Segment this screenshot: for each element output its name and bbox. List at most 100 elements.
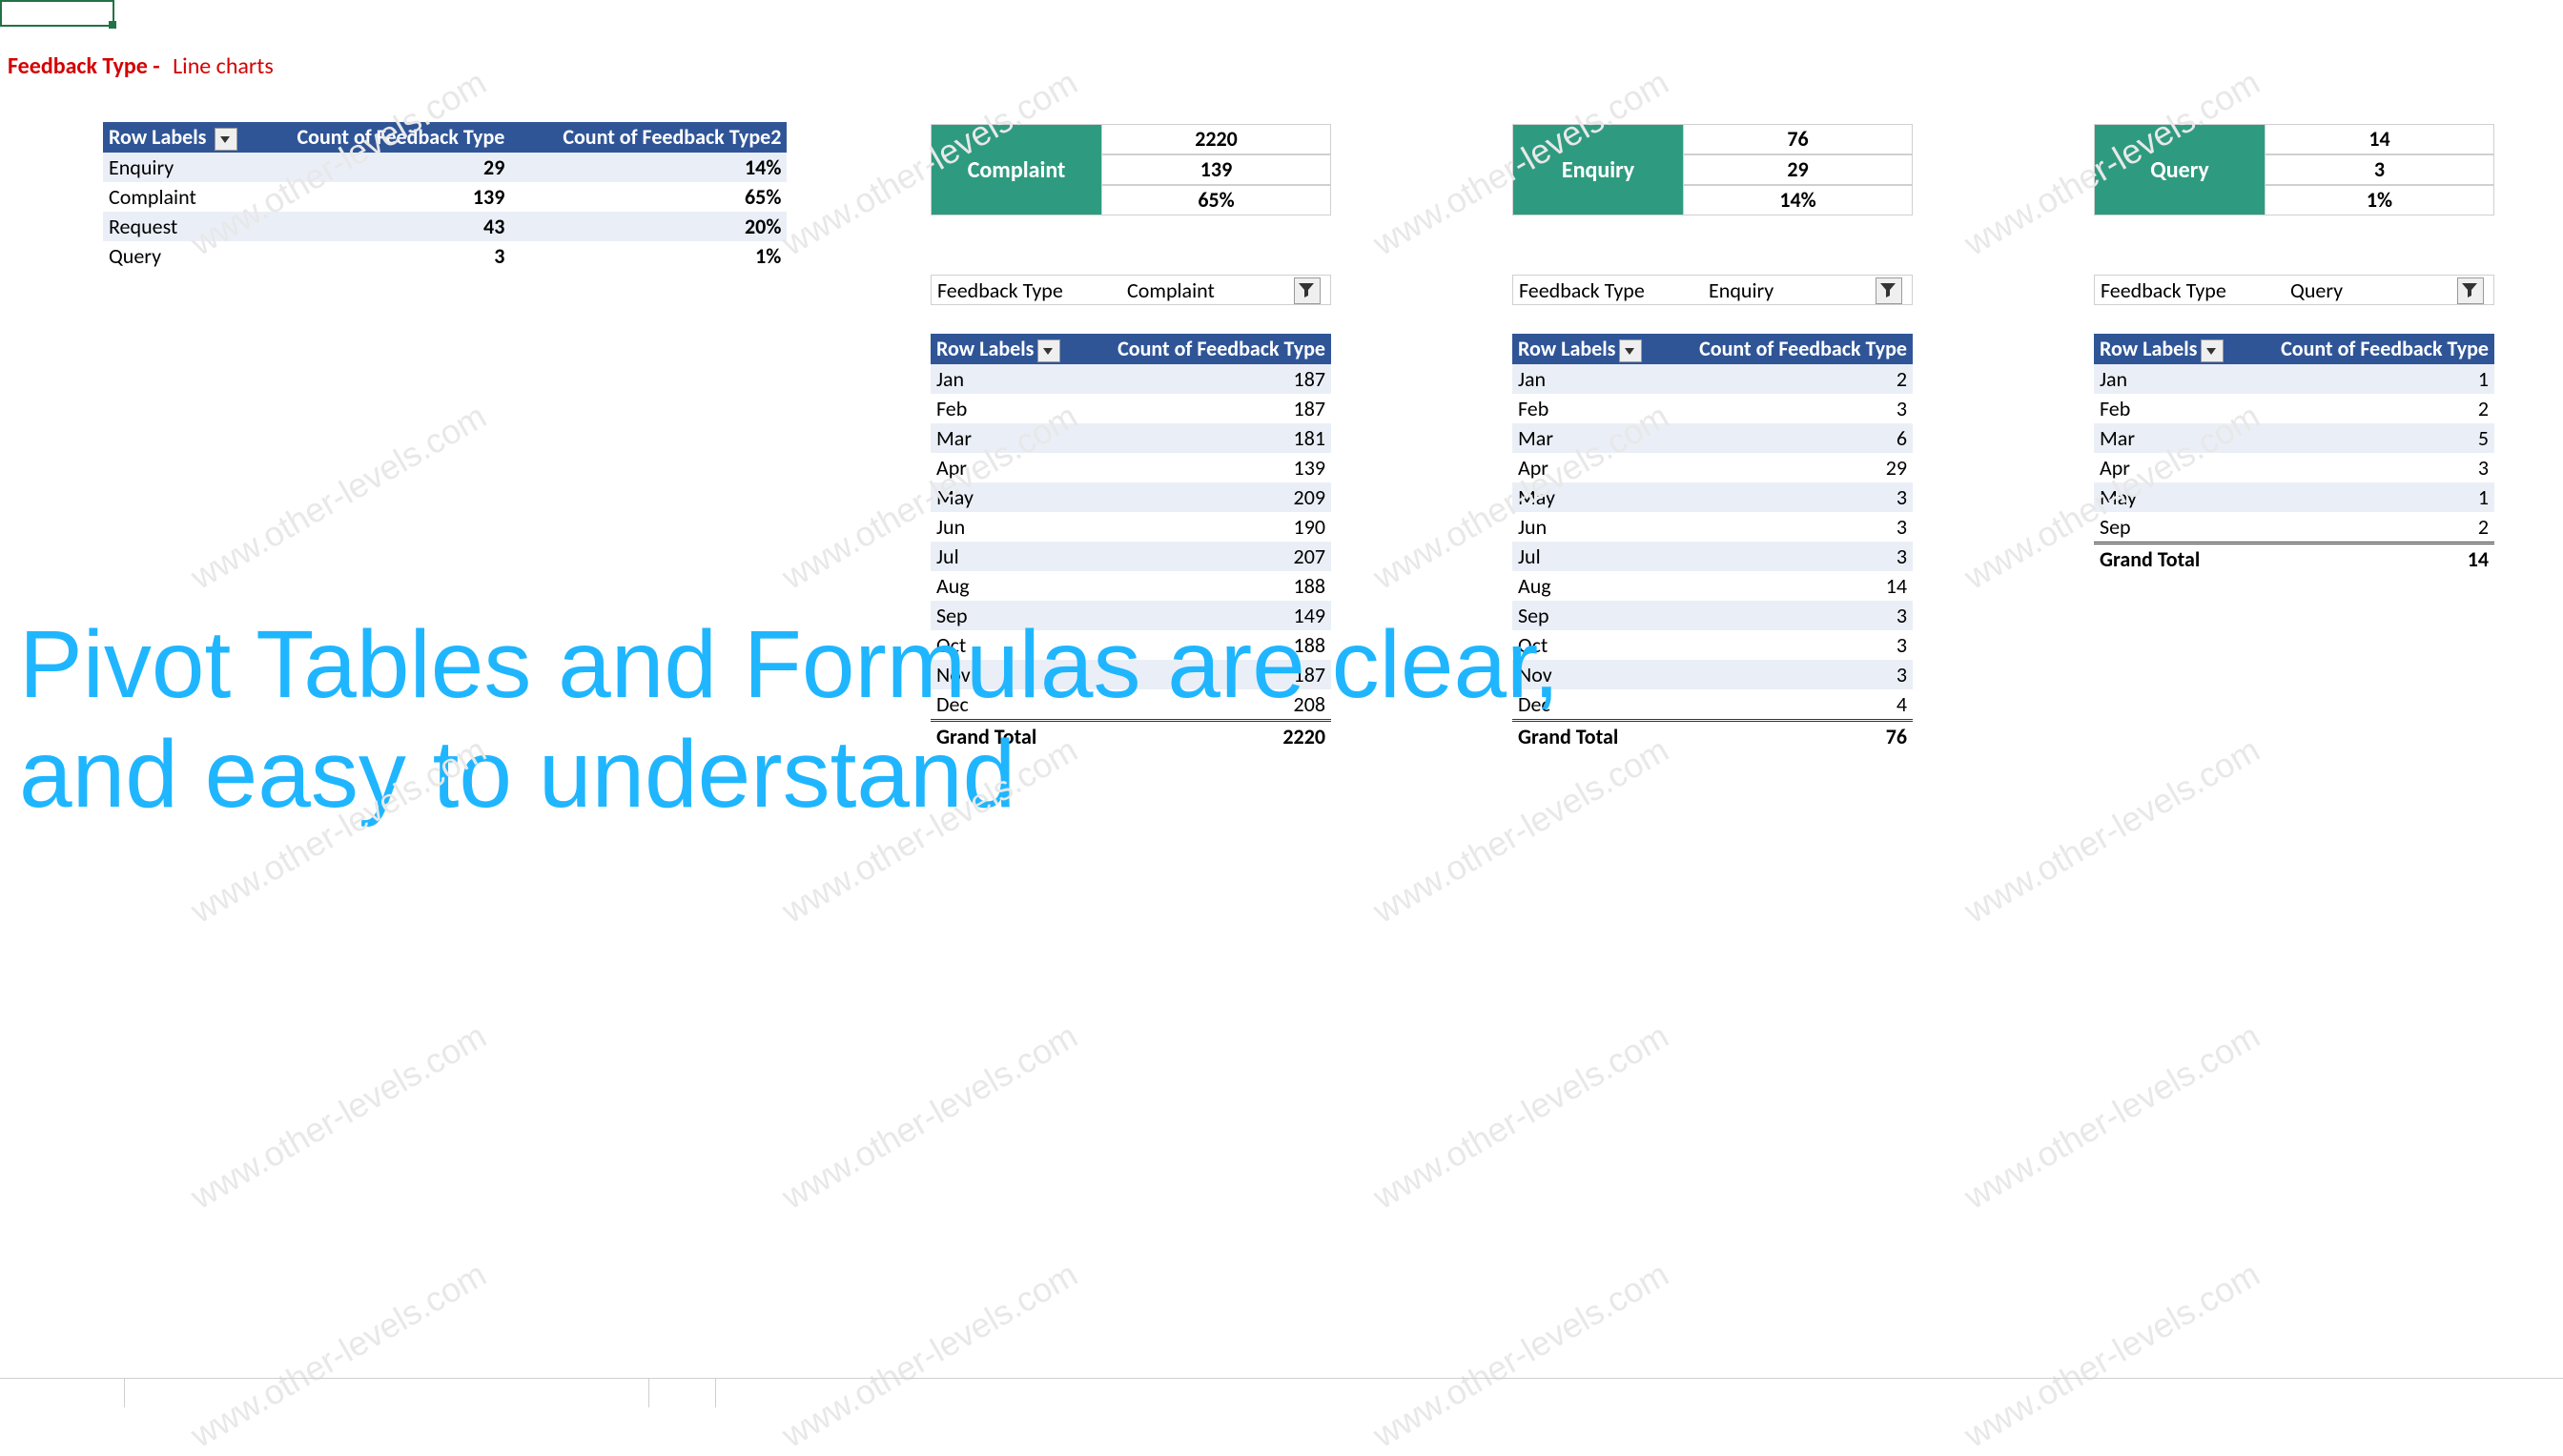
month-row: Dec4	[1512, 689, 1913, 721]
month-value: 3	[1684, 512, 1913, 542]
pivot-filter-enquiry[interactable]: Feedback TypeEnquiry	[1512, 275, 1913, 305]
month-label: Aug	[1512, 571, 1684, 601]
month-value: 139	[1102, 453, 1331, 482]
month-row: Jan2	[1512, 364, 1913, 394]
main-pivot-rowlabels-header[interactable]: Row Labels	[103, 122, 243, 153]
month-pivot-rowlabels-header[interactable]: Row Labels	[2094, 334, 2266, 364]
summary-val-2: 29	[1684, 154, 1913, 185]
month-row: Jul207	[931, 542, 1331, 571]
tab-separator	[648, 1379, 649, 1407]
month-row: Jan1	[2094, 364, 2494, 394]
month-row: Apr29	[1512, 453, 1913, 482]
watermark-text: www.other-levels.com	[1958, 729, 2266, 931]
month-pivot-rowlabels-header[interactable]: Row Labels	[931, 334, 1102, 364]
month-value: 1	[2266, 364, 2494, 394]
grand-total-value: 2220	[1102, 720, 1331, 751]
month-row: Jun190	[931, 512, 1331, 542]
month-row: Mar6	[1512, 423, 1913, 453]
sheet-tab-strip[interactable]	[0, 1378, 2563, 1407]
filter-value: Complaint	[1127, 277, 1288, 303]
filter-field-label: Feedback Type	[932, 277, 1127, 303]
month-label: Feb	[2094, 394, 2266, 423]
month-label: Sep	[931, 601, 1102, 630]
active-cell-cursor[interactable]	[0, 0, 114, 27]
grand-total-value: 14	[2266, 543, 2494, 574]
month-label: Aug	[931, 571, 1102, 601]
filter-icon[interactable]	[1876, 277, 1902, 304]
header-text: Row Labels	[1518, 336, 1615, 361]
month-pivot-count-header: Count of Feedback Type	[1102, 334, 1331, 364]
dropdown-icon[interactable]	[1619, 339, 1642, 362]
summary-label: Query	[2094, 124, 2266, 215]
grand-total-label: Grand Total	[2094, 543, 2266, 574]
filter-field-label: Feedback Type	[2095, 277, 2290, 303]
month-row: May3	[1512, 482, 1913, 512]
filter-icon[interactable]	[2457, 277, 2484, 304]
fill-handle[interactable]	[109, 21, 116, 29]
month-row: Nov187	[931, 660, 1331, 689]
main-pivot-row: Query31%	[103, 241, 787, 271]
month-value: 29	[1684, 453, 1913, 482]
month-value: 3	[1684, 660, 1913, 689]
month-value: 2	[2266, 512, 2494, 543]
month-label: May	[931, 482, 1102, 512]
month-label: Apr	[1512, 453, 1684, 482]
month-row: Jul3	[1512, 542, 1913, 571]
dropdown-icon[interactable]	[2201, 339, 2224, 362]
month-value: 207	[1102, 542, 1331, 571]
row-pct: 1%	[510, 241, 787, 271]
dropdown-icon[interactable]	[215, 128, 237, 151]
summary-box-complaint: Complaint222013965%	[931, 124, 1331, 215]
month-pivot-rowlabels-header[interactable]: Row Labels	[1512, 334, 1684, 364]
month-value: 5	[2266, 423, 2494, 453]
month-label: Dec	[1512, 689, 1684, 721]
watermark-text: www.other-levels.com	[1366, 1015, 1675, 1217]
main-pivot-count2-header: Count of Feedback Type2	[510, 122, 787, 153]
month-label: Dec	[931, 689, 1102, 721]
month-value: 190	[1102, 512, 1331, 542]
month-label: Feb	[1512, 394, 1684, 423]
filter-icon[interactable]	[1294, 277, 1321, 304]
month-value: 188	[1102, 630, 1331, 660]
month-row: Feb187	[931, 394, 1331, 423]
header-value: Line charts	[173, 52, 274, 80]
row-pct: 65%	[510, 182, 787, 212]
watermark-text: www.other-levels.com	[1958, 1254, 2266, 1455]
pivot-filter-query[interactable]: Feedback TypeQuery	[2094, 275, 2494, 305]
summary-val-3: 65%	[1102, 185, 1331, 215]
summary-val-1: 76	[1684, 124, 1913, 154]
watermark-text: www.other-levels.com	[184, 729, 493, 931]
dropdown-icon[interactable]	[1037, 339, 1060, 362]
month-value: 188	[1102, 571, 1331, 601]
watermark-text: www.other-levels.com	[1958, 1015, 2266, 1217]
month-value: 209	[1102, 482, 1331, 512]
month-value: 187	[1102, 364, 1331, 394]
grand-total-row: Grand Total76	[1512, 720, 1913, 751]
header-label: Feedback Type -	[8, 52, 160, 80]
main-pivot-row: Enquiry2914%	[103, 153, 787, 182]
summary-val-1: 14	[2266, 124, 2494, 154]
grand-total-row: Grand Total14	[2094, 543, 2494, 574]
watermark-text: www.other-levels.com	[775, 1015, 1084, 1217]
pivot-filter-complaint[interactable]: Feedback TypeComplaint	[931, 275, 1331, 305]
tab-separator	[715, 1379, 716, 1407]
month-label: Jun	[1512, 512, 1684, 542]
row-count: 43	[243, 212, 510, 241]
month-label: Sep	[2094, 512, 2266, 543]
month-row: Oct3	[1512, 630, 1913, 660]
month-value: 208	[1102, 689, 1331, 721]
grand-total-row: Grand Total2220	[931, 720, 1331, 751]
month-label: May	[2094, 482, 2266, 512]
month-pivot-query: Row LabelsCount of Feedback TypeJan1Feb 2…	[2094, 334, 2494, 574]
month-value: 6	[1684, 423, 1913, 453]
grand-total-value: 76	[1684, 720, 1913, 751]
month-label: Jan	[1512, 364, 1684, 394]
grand-total-label: Grand Total	[1512, 720, 1684, 751]
row-label: Enquiry	[103, 153, 243, 182]
month-row: Jun3	[1512, 512, 1913, 542]
page-header: Feedback Type - Line charts	[8, 52, 274, 80]
month-label: Feb	[931, 394, 1102, 423]
month-pivot-count-header: Count of Feedback Type	[2266, 334, 2494, 364]
month-row: Mar5	[2094, 423, 2494, 453]
month-row: May209	[931, 482, 1331, 512]
